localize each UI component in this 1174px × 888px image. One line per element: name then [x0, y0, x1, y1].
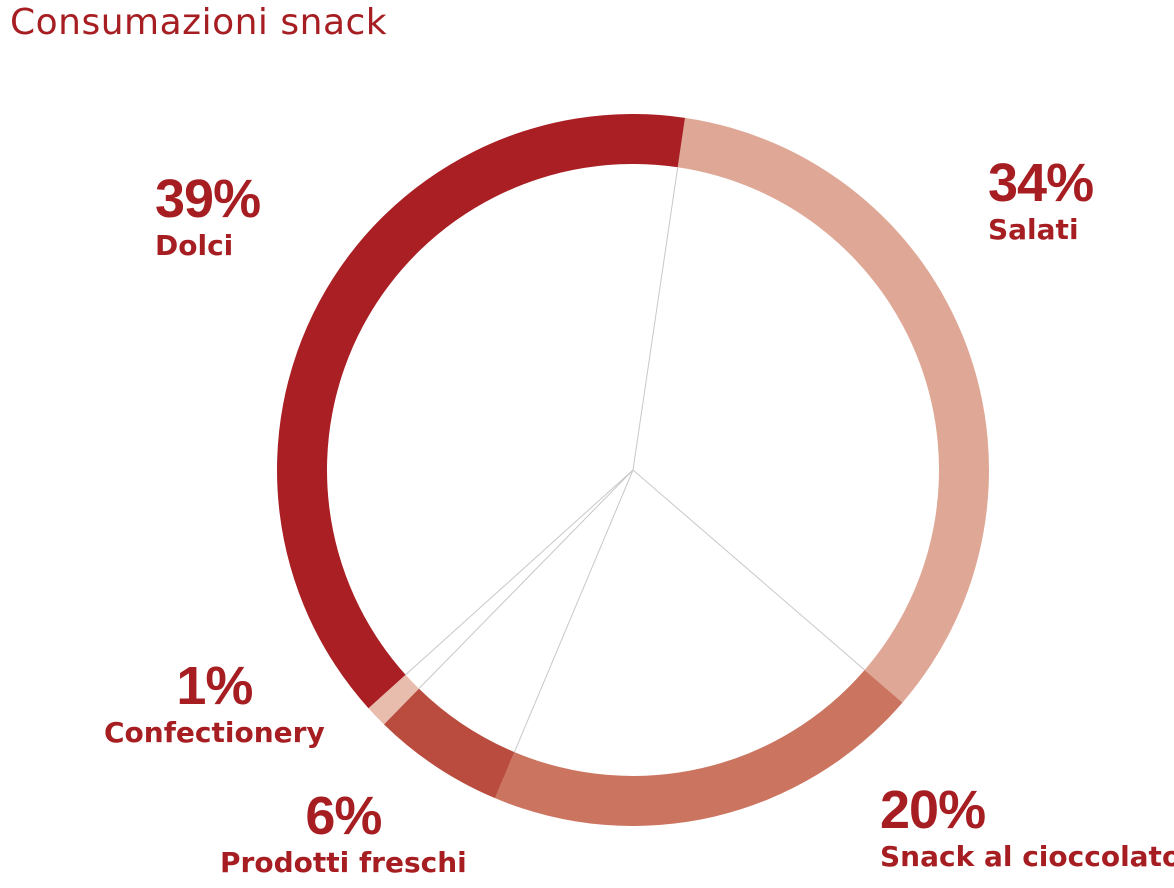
slice-category-prodotti-freschi: Prodotti freschi [220, 846, 467, 879]
slice-label-prodotti-freschi: 6% Prodotti freschi [220, 789, 467, 877]
slice-label-dolci: 39% Dolci [155, 169, 261, 262]
divider-line-confectionery [418, 469, 634, 689]
slice-confectionery [368, 674, 419, 725]
chart-title: Consumazioni snack [10, 2, 388, 43]
slice-value-prodotti-freschi: 6% [305, 786, 382, 846]
slice-snack-al-cioccolato [495, 669, 903, 826]
slice-label-snack-al-cioccolato: 20% Snack al cioccolato [880, 783, 1174, 871]
slice-label-confectionery: 1% Confectionery [104, 659, 325, 747]
slice-dolci [276, 113, 686, 709]
divider-line-prodotti-freschi [513, 469, 634, 753]
slice-value-confectionery: 1% [176, 656, 253, 716]
slice-category-confectionery: Confectionery [104, 716, 325, 749]
slice-category-snack-al-cioccolato: Snack al cioccolato [880, 840, 1174, 873]
slice-value-salati: 34% [988, 153, 1094, 213]
divider-line-salati [632, 167, 679, 471]
slice-category-dolci: Dolci [155, 229, 234, 262]
slice-value-snack-al-cioccolato: 20% [880, 780, 986, 840]
slice-label-salati: 34% Salati [988, 153, 1094, 246]
slice-category-salati: Salati [988, 213, 1079, 246]
slice-salati [677, 117, 989, 703]
slice-prodotti-freschi [383, 688, 515, 799]
divider-line-snack-al-cioccolato [632, 469, 865, 671]
divider-line-dolci [405, 469, 634, 676]
slice-value-dolci: 39% [155, 169, 261, 229]
